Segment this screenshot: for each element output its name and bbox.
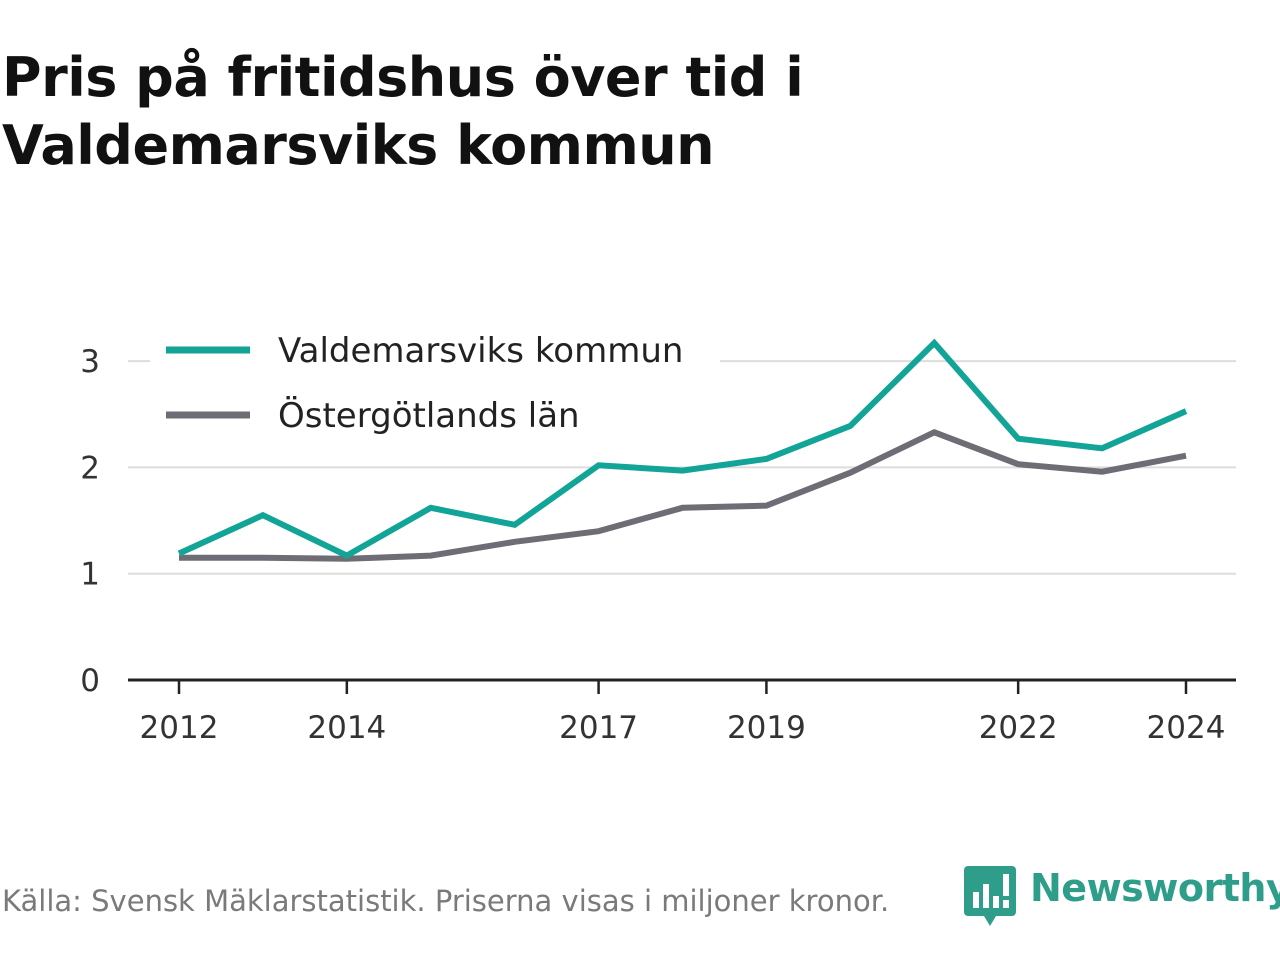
x-tick-label: 2017	[559, 710, 638, 746]
x-tick-label: 2014	[307, 710, 386, 746]
y-tick-label: 2	[80, 450, 100, 486]
brand-logo[interactable]: Newsworthy	[964, 864, 1280, 934]
chart-title: Pris på fritidshus över tid i Valdemarsv…	[2, 46, 804, 177]
x-tick-label: 2024	[1147, 710, 1226, 746]
legend-label: Östergötlands län	[278, 395, 580, 436]
x-tick-label: 2012	[140, 710, 219, 746]
newsworthy-logo-icon	[964, 866, 1016, 926]
series-line	[177, 338, 1188, 559]
x-tick-label: 2019	[727, 710, 806, 746]
x-axis: 2012 2014 2017 2019 2022 2024	[128, 678, 1236, 746]
x-tick-label: 2022	[979, 710, 1058, 746]
series-lines	[177, 338, 1188, 562]
source-note: Källa: Svensk Mäklarstatistik. Priserna …	[2, 884, 890, 918]
y-tick-label: 1	[80, 557, 100, 593]
y-tick-label: 0	[80, 663, 100, 699]
legend-label: Valdemarsviks kommun	[278, 331, 683, 371]
line-chart: 0 1 2 3 2012 2014 2017 2019 2022 2024 Valdemarsv…	[80, 320, 1236, 746]
y-tick-label: 3	[80, 344, 100, 380]
series-line	[179, 429, 1187, 562]
y-axis-ticks: 0 1 2 3	[80, 344, 100, 699]
legend: Valdemarsviks kommun Östergötlands län	[150, 320, 720, 443]
brand-name: Newsworthy	[1030, 866, 1280, 910]
